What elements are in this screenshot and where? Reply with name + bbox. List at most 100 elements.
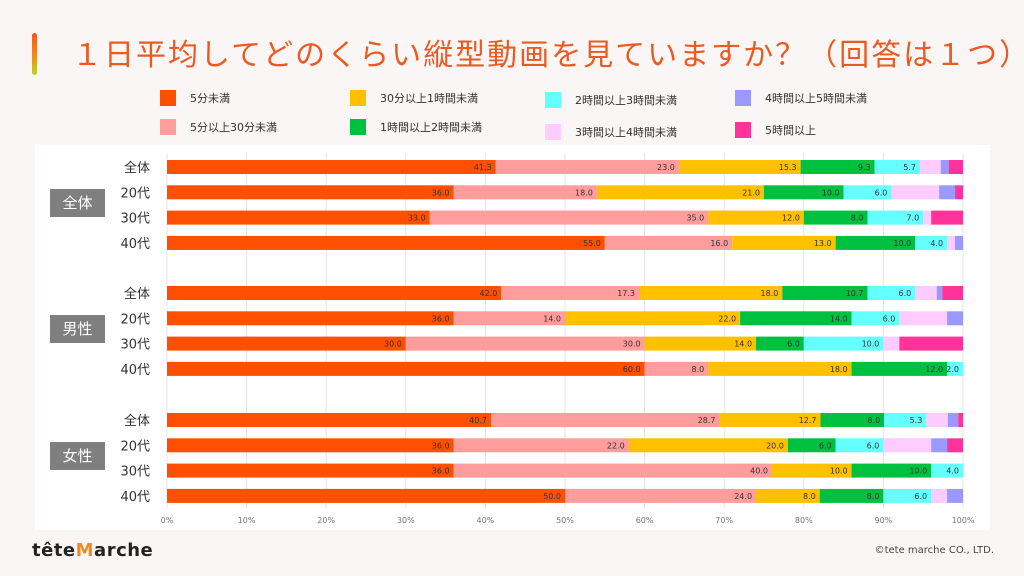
data-label: 13.0 [814, 239, 832, 248]
data-label: 36.0 [432, 441, 450, 450]
group-badge-label: 男性 [62, 320, 92, 338]
data-label: 10.0 [909, 467, 927, 476]
legend-swatch [545, 124, 561, 140]
bar-segment [495, 160, 679, 174]
x-tick-label: 30% [397, 516, 415, 525]
data-label: 40.0 [750, 467, 768, 476]
legend-label: 1時間以上2時間未満 [380, 121, 482, 134]
bar-segment [756, 336, 804, 351]
bar-segment [167, 185, 454, 200]
bar-segment [867, 210, 924, 225]
bar-segment [490, 413, 720, 427]
x-tick-label: 60% [636, 516, 654, 525]
bar-segment [947, 311, 963, 326]
data-label: 36.0 [432, 188, 450, 197]
bar-segment [803, 336, 884, 351]
bar-segment [920, 160, 941, 174]
legend-label: 5時間以上 [765, 124, 816, 137]
bar-segment [835, 235, 916, 250]
data-label: 6.0 [883, 314, 896, 323]
bar-segment [604, 235, 733, 250]
data-label: 10.0 [862, 340, 880, 349]
legend-label: 30分以上1時間未満 [380, 92, 478, 105]
bar-segment [167, 336, 406, 351]
bar-segment [501, 286, 640, 300]
data-label: 21.0 [742, 188, 760, 197]
bar-segment [915, 235, 948, 250]
bar-segment [883, 336, 900, 351]
bar-segment [565, 488, 757, 503]
bar-segment [596, 185, 764, 200]
copyright: ©tete marche CO., LTD. [874, 545, 994, 556]
data-label: 14.0 [734, 340, 752, 349]
x-tick-label: 20% [317, 516, 335, 525]
logo-text-pre: tête [32, 540, 76, 561]
x-tick-label: 10% [238, 516, 256, 525]
bar-segment [167, 210, 430, 225]
bar-segment [167, 160, 496, 174]
row-label: 20代 [120, 439, 150, 454]
legend-label: 3時間以上4時間未満 [575, 126, 677, 139]
bar-segment [453, 185, 597, 200]
row-label: 30代 [120, 338, 150, 353]
x-tick-label: 80% [795, 516, 813, 525]
bar-segment [678, 160, 801, 174]
data-label: 41.3 [474, 163, 492, 172]
row-label: 40代 [120, 363, 150, 378]
bar-segment [891, 185, 940, 200]
data-label: 28.7 [698, 416, 716, 425]
bar-segment [764, 185, 844, 200]
bar-segment [942, 286, 963, 300]
data-label: 23.0 [657, 163, 675, 172]
x-tick-label: 100% [952, 516, 975, 525]
row-label: 20代 [120, 312, 150, 327]
row-label: 40代 [120, 490, 150, 505]
bar-segment [883, 438, 932, 453]
bar-segment [947, 361, 963, 376]
data-label: 20.0 [766, 441, 784, 450]
data-label: 8.0 [851, 214, 864, 223]
legend-swatch [160, 90, 176, 106]
legend-swatch [545, 92, 561, 108]
company-logo: têteMarche [32, 540, 153, 561]
bar-segment [453, 463, 772, 478]
bar-segment [167, 286, 502, 300]
data-label: 42.0 [480, 289, 498, 298]
bar-segment [931, 438, 948, 453]
bar-segment [708, 361, 852, 376]
bar-segment [947, 488, 963, 503]
group-badge-label: 女性 [62, 447, 92, 465]
data-label: 10.7 [846, 289, 864, 298]
data-label: 35.0 [686, 214, 704, 223]
group-badge [50, 442, 105, 470]
legend-item: 5時間以上 [735, 122, 816, 138]
data-label: 17.3 [617, 289, 635, 298]
data-label: 40.7 [469, 416, 487, 425]
bar-segment [883, 488, 932, 503]
bar-segment [936, 286, 943, 300]
bar-segment [756, 488, 820, 503]
data-label: 33.0 [408, 214, 426, 223]
data-label: 16.0 [710, 239, 728, 248]
data-label: 5.3 [910, 416, 923, 425]
bar-segment [167, 311, 454, 326]
legend-label: 5分未満 [190, 92, 230, 105]
legend-item: 5分以上30分未満 [160, 119, 277, 135]
data-label: 8.0 [867, 492, 880, 501]
data-label: 10.0 [893, 239, 911, 248]
row-label: 30代 [120, 465, 150, 480]
data-label: 14.0 [830, 314, 848, 323]
data-label: 8.0 [692, 365, 705, 374]
bar-segment [782, 286, 868, 300]
data-label: 14.0 [543, 314, 561, 323]
bar-segment [644, 361, 709, 376]
bar-segment [644, 336, 757, 351]
legend-swatch [350, 90, 366, 106]
legend-item: 5分未満 [160, 90, 230, 106]
bar-segment [884, 413, 927, 427]
bar-segment [167, 488, 565, 503]
x-tick-label: 70% [715, 516, 733, 525]
legend-swatch [160, 119, 176, 135]
data-label: 6.0 [867, 441, 880, 450]
legend-label: 2時間以上3時間未満 [575, 94, 677, 107]
